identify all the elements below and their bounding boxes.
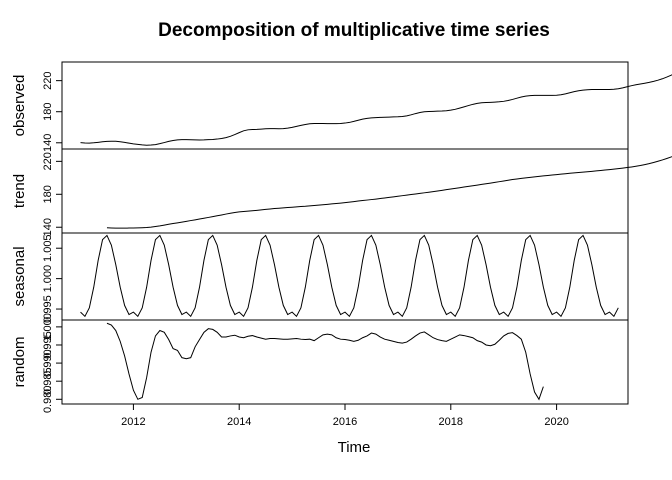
seasonal-y-tick-label: 1.000 bbox=[42, 265, 54, 293]
trend-y-tick-label: 180 bbox=[42, 185, 54, 203]
x-tick-label: 2012 bbox=[121, 416, 145, 428]
panel-trend: trend 140 180 220 bbox=[11, 148, 672, 236]
observed-y-axis: 140 180 220 bbox=[42, 71, 63, 152]
ylabel-observed: observed bbox=[11, 75, 28, 137]
x-tick-label: 2016 bbox=[333, 416, 357, 428]
trend-y-tick-label: 220 bbox=[42, 152, 54, 170]
x-axis-label: Time bbox=[338, 439, 371, 456]
seasonal-y-tick-label: 0.995 bbox=[42, 295, 54, 323]
x-tick-label: 2014 bbox=[227, 416, 251, 428]
random-y-tick-label: 0.985 bbox=[42, 367, 54, 395]
observed-y-tick-label: 220 bbox=[42, 71, 54, 89]
seasonal-series-line bbox=[80, 234, 619, 318]
random-y-tick-label: 0.990 bbox=[42, 349, 54, 377]
x-tick-label: 2020 bbox=[544, 416, 568, 428]
x-tick-label: 2018 bbox=[439, 416, 463, 428]
random-y-tick-label: 1.000 bbox=[42, 313, 54, 341]
ylabel-seasonal: seasonal bbox=[11, 246, 28, 306]
observed-series-line bbox=[80, 74, 672, 146]
seasonal-y-tick-label: 1.005 bbox=[42, 234, 54, 262]
random-y-tick-label: 0.980 bbox=[42, 386, 54, 414]
trend-y-tick-label: 140 bbox=[42, 218, 54, 236]
observed-y-tick-label: 140 bbox=[42, 134, 54, 152]
x-axis: 2012 2014 2016 2018 2020 bbox=[121, 403, 569, 428]
ylabel-trend: trend bbox=[11, 174, 28, 208]
seasonal-y-axis: 0.995 1.000 1.005 bbox=[42, 234, 63, 323]
random-series-line bbox=[106, 322, 544, 401]
trend-series-line bbox=[106, 156, 672, 229]
trend-y-axis: 140 180 220 bbox=[42, 152, 63, 236]
ylabel-random: random bbox=[11, 337, 28, 388]
chart-title: Decomposition of multiplicative time ser… bbox=[158, 20, 550, 41]
random-y-tick-label: 0.995 bbox=[42, 331, 54, 359]
observed-y-tick-label: 180 bbox=[42, 103, 54, 121]
